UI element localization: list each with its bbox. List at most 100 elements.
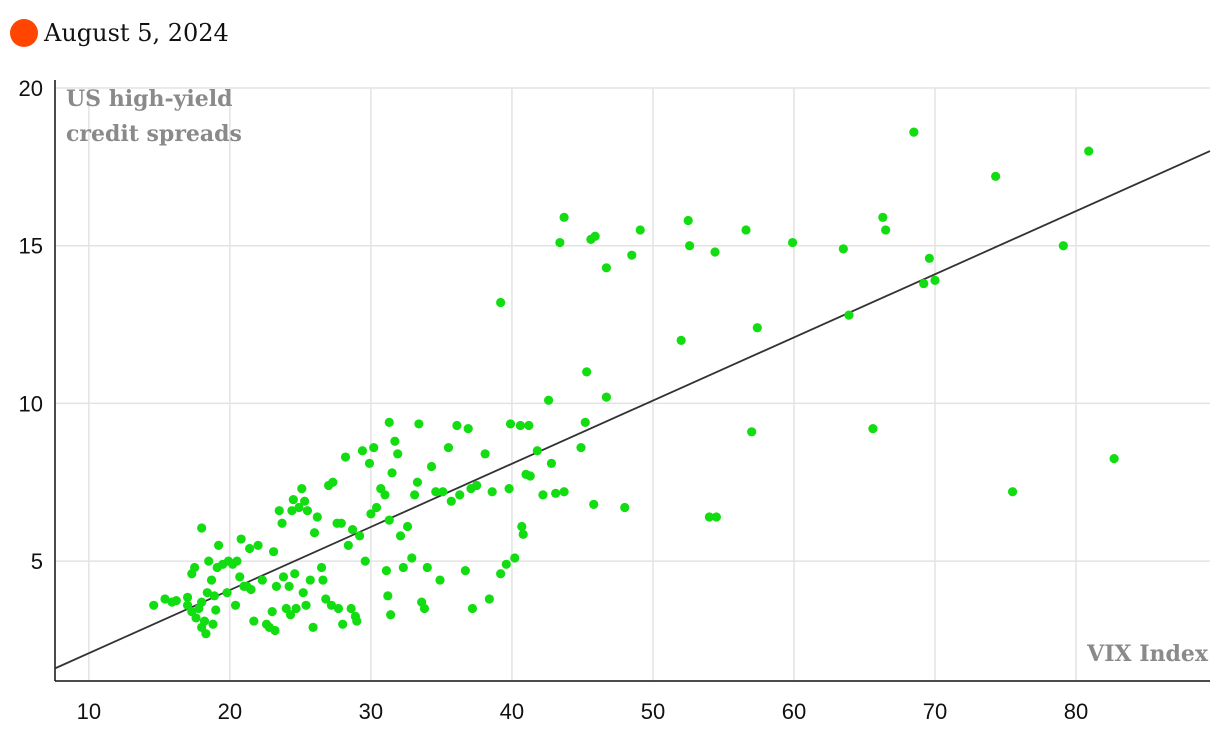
data-point — [395, 531, 406, 541]
data-point — [555, 237, 565, 248]
y-tick-label: 20 — [19, 76, 43, 101]
data-point — [333, 603, 344, 614]
data-point — [287, 506, 297, 516]
data-point — [546, 458, 557, 468]
data-point — [551, 488, 561, 498]
data-point — [386, 610, 396, 620]
data-point — [312, 512, 322, 522]
y-axis-title-line-1: US high-yield — [66, 86, 232, 112]
data-point — [524, 420, 534, 431]
data-point — [515, 420, 525, 431]
data-point — [517, 521, 527, 532]
x-tick-label: 70 — [923, 699, 947, 724]
data-point — [484, 594, 494, 604]
data-point — [620, 502, 630, 513]
data-point — [455, 490, 465, 500]
data-point — [752, 323, 762, 333]
data-point — [328, 477, 338, 487]
x-tick-label: 60 — [782, 699, 806, 724]
data-point — [741, 225, 751, 235]
data-point — [202, 588, 212, 598]
data-point — [452, 420, 462, 431]
data-point — [383, 591, 393, 601]
data-point — [635, 225, 645, 235]
data-point — [467, 603, 478, 614]
data-point — [435, 575, 445, 585]
data-point — [472, 480, 482, 491]
data-point — [190, 562, 200, 573]
x-tick-label: 50 — [641, 699, 665, 724]
data-point — [496, 569, 506, 579]
data-point — [300, 496, 310, 506]
x-tick-label: 40 — [500, 699, 524, 724]
data-point — [576, 442, 586, 453]
data-point — [1109, 454, 1119, 464]
data-point — [510, 553, 520, 563]
data-point — [685, 241, 695, 251]
y-axis-title-line-2: credit spreads — [66, 121, 242, 147]
data-point — [463, 424, 473, 434]
data-point — [191, 613, 201, 623]
data-point — [601, 263, 612, 273]
data-point — [505, 419, 516, 429]
legend: August 5, 2024 — [10, 19, 229, 47]
data-point — [236, 534, 246, 544]
data-point — [387, 468, 397, 478]
data-point — [480, 449, 490, 459]
data-point — [369, 442, 379, 453]
data-point — [438, 487, 448, 497]
data-point — [601, 392, 612, 402]
data-point — [302, 506, 313, 516]
data-point — [460, 566, 470, 576]
data-point — [868, 424, 878, 434]
data-point — [160, 594, 170, 604]
data-point — [197, 523, 207, 533]
data-point — [443, 442, 454, 453]
data-point — [316, 562, 327, 573]
data-point — [446, 496, 456, 506]
data-point — [270, 625, 280, 636]
data-point — [538, 490, 548, 500]
data-point — [182, 592, 193, 603]
data-point — [919, 278, 929, 289]
data-point — [431, 487, 441, 497]
data-point — [559, 487, 569, 497]
legend-marker-icon — [10, 19, 38, 47]
data-point — [518, 529, 528, 539]
data-point — [419, 603, 430, 614]
data-point — [504, 483, 514, 494]
data-point — [711, 512, 722, 522]
data-point — [268, 547, 279, 557]
data-point — [235, 572, 245, 582]
data-point — [787, 237, 798, 248]
data-point — [298, 588, 308, 598]
data-point — [245, 543, 255, 554]
data-point — [991, 171, 1001, 181]
data-point — [676, 335, 686, 345]
tick-labels: 10 20 30 40 50 60 70 80 5 10 15 20 — [19, 76, 1089, 724]
data-point — [284, 581, 294, 591]
grid — [55, 87, 1210, 681]
data-point — [930, 275, 940, 286]
data-point — [277, 518, 287, 528]
data-point — [1084, 146, 1094, 156]
data-point — [291, 603, 301, 614]
data-point — [384, 515, 394, 525]
data-point — [384, 417, 394, 427]
y-tick-label: 15 — [19, 234, 43, 259]
data-point — [380, 490, 390, 500]
data-point — [422, 562, 432, 573]
data-point — [426, 461, 437, 472]
data-point — [501, 559, 511, 569]
data-point — [246, 584, 256, 595]
x-tick-label: 30 — [359, 699, 383, 724]
data-point — [346, 603, 356, 614]
data-point — [838, 244, 848, 254]
data-points — [149, 127, 1119, 639]
y-tick-label: 10 — [19, 391, 43, 416]
data-point — [149, 600, 159, 610]
data-point — [230, 600, 241, 610]
data-point — [487, 487, 497, 497]
data-point — [305, 575, 315, 585]
axes — [54, 80, 1210, 682]
